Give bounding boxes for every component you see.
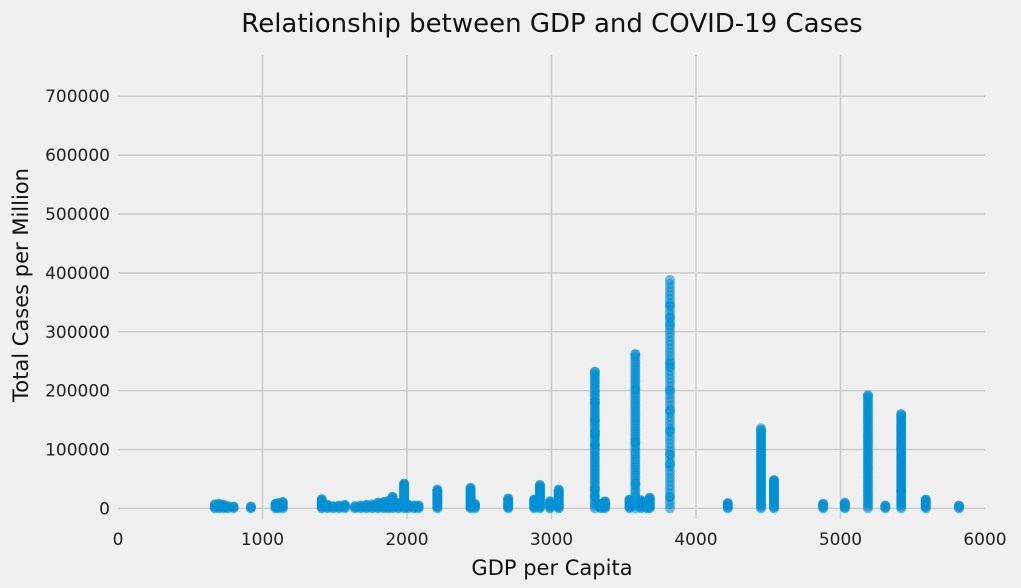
x-tick-label: 1000 — [241, 530, 284, 550]
y-tick-label: 500000 — [45, 205, 110, 225]
data-point — [630, 478, 641, 489]
x-tick-label: 0 — [113, 530, 124, 550]
y-tick-labels: 0 100000 200000 300000 400000 500000 600000 700… — [45, 87, 110, 519]
data-point — [277, 496, 288, 507]
data-point — [630, 349, 641, 360]
data-point — [664, 449, 675, 460]
data-point — [664, 425, 675, 436]
data-point — [432, 484, 443, 495]
data-point — [664, 385, 675, 396]
y-axis-label: Total Cases per Million — [9, 168, 33, 403]
data-point — [664, 274, 675, 285]
data-point — [896, 485, 907, 496]
data-point — [880, 500, 891, 511]
data-point — [953, 500, 964, 511]
y-tick-label: 0 — [99, 499, 110, 519]
data-point — [664, 319, 675, 330]
data-point — [589, 484, 600, 495]
data-point — [664, 459, 675, 470]
y-tick-label: 700000 — [45, 87, 110, 107]
data-point — [896, 409, 907, 420]
data-point — [545, 496, 556, 507]
x-tick-labels: 0 1000 2000 3000 4000 5000 6000 — [113, 530, 1007, 550]
data-point — [630, 384, 641, 395]
data-point — [644, 492, 655, 503]
data-point — [399, 478, 410, 489]
data-point — [387, 491, 398, 502]
data-point — [722, 498, 733, 509]
data-point — [469, 498, 480, 509]
x-tick-label: 5000 — [819, 530, 862, 550]
data-point — [769, 475, 780, 486]
data-point — [664, 362, 675, 373]
x-tick-label: 3000 — [530, 530, 573, 550]
data-point — [664, 491, 675, 502]
data-point — [228, 501, 239, 512]
data-point — [664, 312, 675, 323]
x-tick-label: 2000 — [385, 530, 428, 550]
y-tick-label: 600000 — [45, 146, 110, 166]
x-tick-label: 4000 — [674, 530, 717, 550]
data-point — [664, 406, 675, 417]
data-point — [553, 484, 564, 495]
data-point — [245, 501, 256, 512]
data-point — [589, 491, 600, 502]
data-point — [589, 415, 600, 426]
chart-title: Relationship between GDP and COVID-19 Ca… — [241, 9, 862, 39]
data-point — [503, 493, 514, 504]
data-point — [839, 497, 850, 508]
y-tick-label: 100000 — [45, 441, 110, 461]
data-point — [534, 479, 545, 490]
data-point — [756, 423, 767, 434]
y-tick-label: 200000 — [45, 382, 110, 402]
y-tick-label: 400000 — [45, 264, 110, 284]
data-point — [339, 499, 350, 510]
data-point — [818, 498, 829, 509]
data-point — [413, 500, 424, 511]
data-point — [920, 494, 931, 505]
y-tick-label: 300000 — [45, 323, 110, 343]
data-point — [589, 366, 600, 377]
data-point — [630, 437, 641, 448]
data-point — [664, 300, 675, 311]
x-axis-label: GDP per Capita — [471, 556, 632, 580]
x-tick-label: 6000 — [963, 530, 1006, 550]
data-point — [589, 439, 600, 450]
data-point — [589, 429, 600, 440]
data-points — [209, 274, 964, 514]
grid — [118, 55, 985, 519]
data-point — [599, 496, 610, 507]
data-point — [862, 390, 873, 401]
data-point — [589, 397, 600, 408]
data-point — [465, 482, 476, 493]
